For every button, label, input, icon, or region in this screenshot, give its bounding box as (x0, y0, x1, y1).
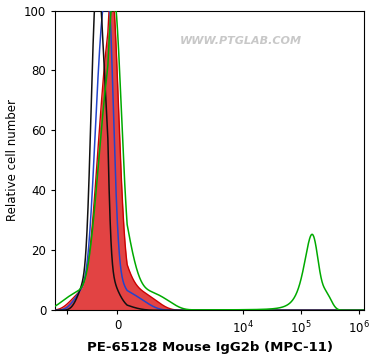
X-axis label: PE-65128 Mouse IgG2b (MPC-11): PE-65128 Mouse IgG2b (MPC-11) (86, 341, 333, 355)
Y-axis label: Relative cell number: Relative cell number (6, 99, 18, 221)
Text: WWW.PTGLAB.COM: WWW.PTGLAB.COM (179, 36, 302, 45)
